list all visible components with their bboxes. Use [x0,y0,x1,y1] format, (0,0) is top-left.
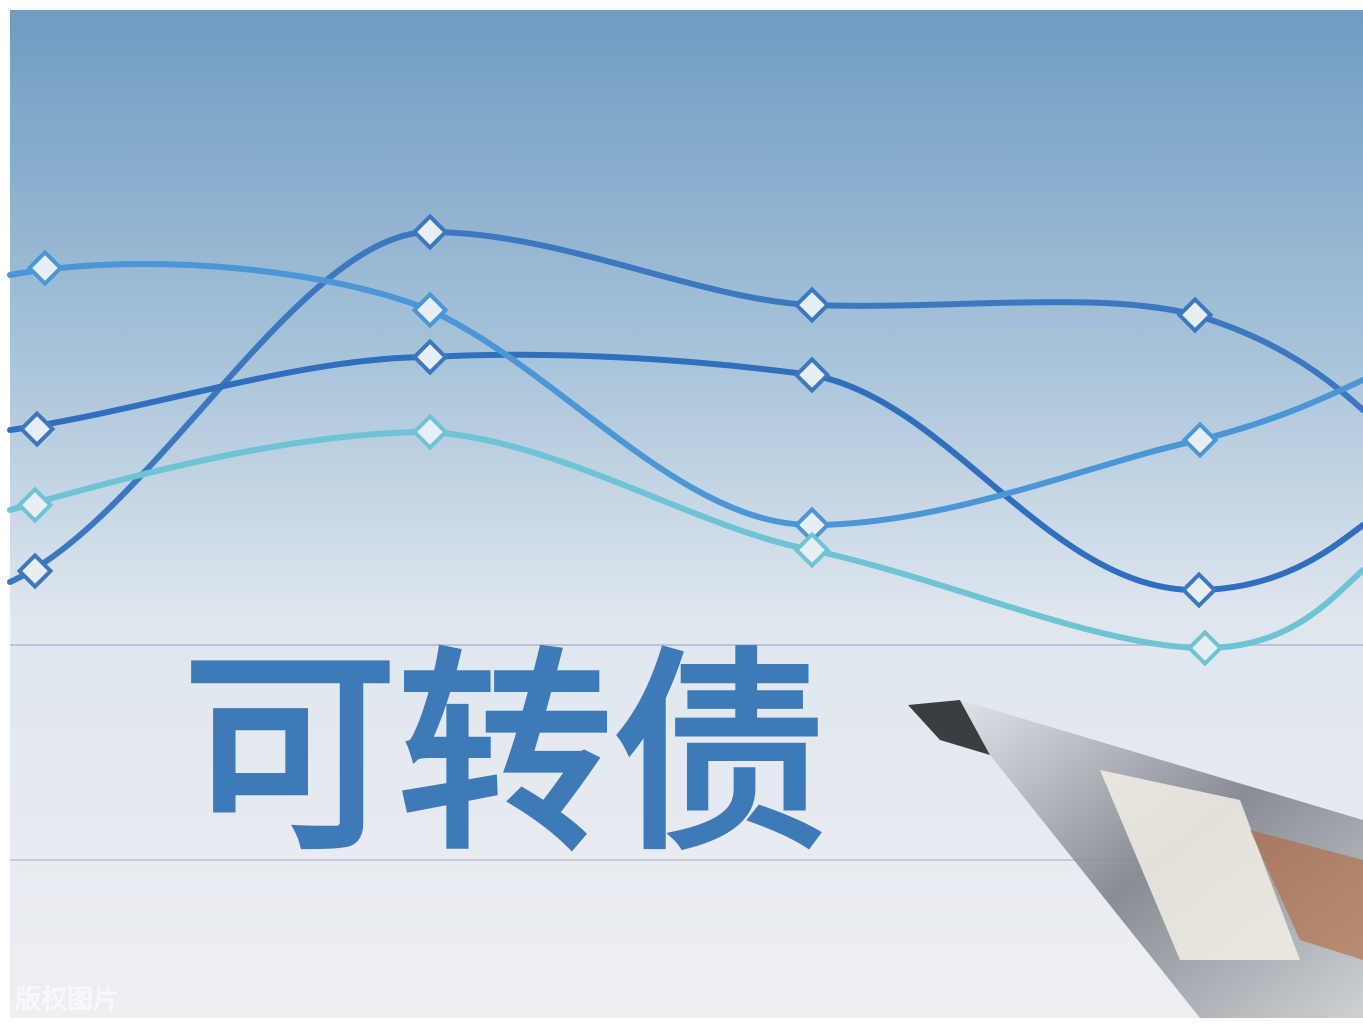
title: 可转债 [183,629,828,880]
curve [7,228,1363,585]
watermark: 版权图片 [14,985,119,1015]
pen [908,700,1363,1018]
markers [16,213,1224,667]
